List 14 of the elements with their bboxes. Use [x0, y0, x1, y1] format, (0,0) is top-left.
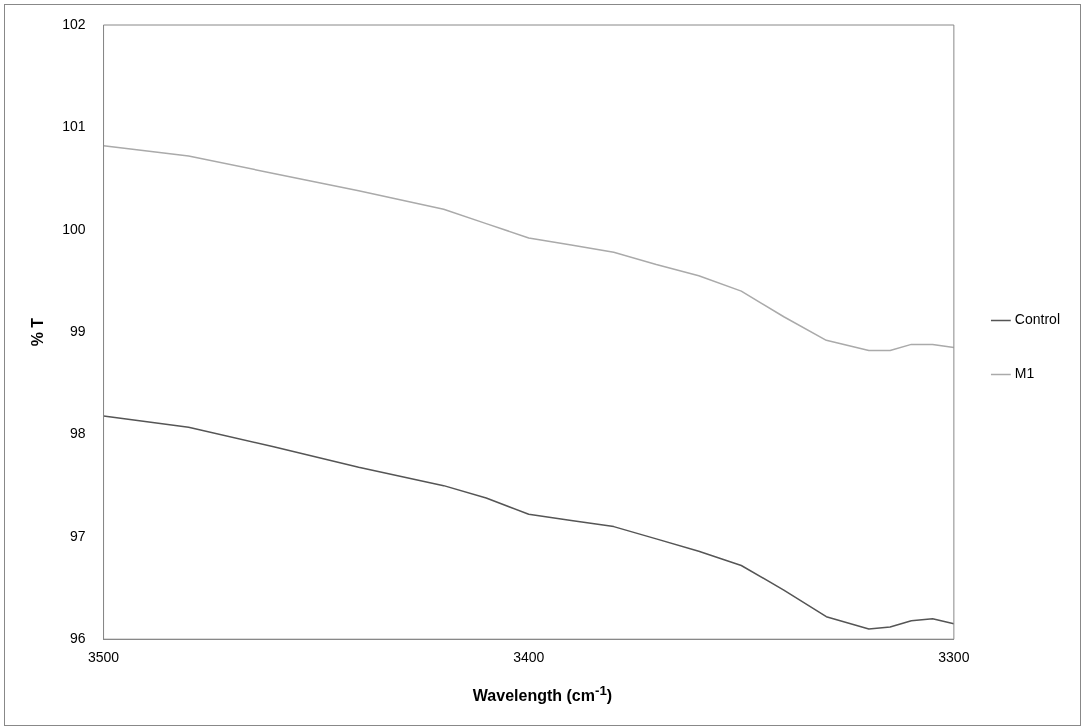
y-tick-label: 99 — [69, 322, 86, 339]
x-tick-label: 3400 — [513, 649, 545, 666]
legend-label: Control — [1014, 311, 1061, 328]
y-tick-label: 98 — [69, 425, 86, 442]
y-axis-title: % T — [29, 317, 47, 347]
x-tick-label: 3300 — [938, 649, 970, 666]
y-tick-label: 102 — [62, 15, 86, 32]
x-axis-title: Wavelength (cm$^{-1}$) — [471, 683, 614, 706]
x-tick-label: 3500 — [87, 649, 120, 666]
legend-label: M1 — [1014, 365, 1035, 382]
y-tick-label: 96 — [69, 630, 86, 647]
y-tick-label: 100 — [62, 220, 86, 237]
y-tick-label: 101 — [62, 118, 86, 135]
y-tick-label: 97 — [69, 527, 86, 544]
